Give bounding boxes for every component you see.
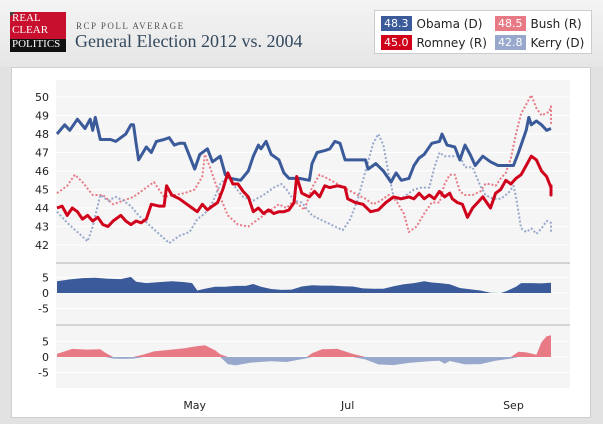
legend-label-romney: Romney (R) (416, 35, 487, 50)
legend-value-kerry: 42.8 (495, 35, 526, 50)
spread-2012-positive-area (57, 276, 551, 293)
legend-label-kerry: Kerry (D) (530, 35, 585, 50)
legend-value-bush: 48.5 (495, 16, 526, 31)
legend-item-kerry[interactable]: 42.8 Kerry (D) (495, 35, 584, 50)
rcp-logo[interactable]: REAL CLEAR POLITICS (10, 12, 66, 52)
y-tick-label: 49 (35, 110, 49, 123)
y-tick-label: -5 (38, 367, 49, 380)
x-tick-label: Jul (340, 399, 354, 412)
y-tick-label: 42 (35, 239, 49, 252)
y-tick-label: 44 (35, 202, 49, 215)
y-tick-label: 5 (42, 272, 49, 285)
chart-title: General Election 2012 vs. 2004 (75, 31, 303, 51)
chart-subtitle: RCP POLL AVERAGE (76, 21, 185, 31)
legend: 48.3 Obama (D) 48.5 Bush (R) 45.0 Romney… (374, 10, 592, 54)
header: REAL CLEAR POLITICS RCP POLL AVERAGE Gen… (0, 0, 603, 67)
logo-line-1: REAL (12, 12, 41, 24)
legend-item-obama[interactable]: 48.3 Obama (D) (381, 16, 482, 31)
spread-2004-positive-area (57, 333, 551, 357)
y-tick-label: 0 (42, 351, 49, 364)
series-line-romney (56, 154, 553, 228)
x-tick-label: May (183, 399, 206, 412)
y-tick-label: 50 (35, 91, 49, 104)
legend-item-bush[interactable]: 48.5 Bush (R) (495, 16, 582, 31)
legend-value-romney: 45.0 (381, 35, 412, 50)
spread-2004-negative-area (57, 357, 551, 366)
logo-line-2: CLEAR (12, 23, 49, 36)
y-tick-label: 47 (35, 147, 49, 160)
logo-red-block: REAL CLEAR (10, 12, 66, 39)
y-tick-label: 5 (42, 336, 49, 349)
y-tick-label: 46 (35, 165, 49, 178)
legend-value-obama: 48.3 (381, 16, 412, 31)
y-tick-label: 0 (42, 287, 49, 300)
x-tick-label: Sep (503, 399, 524, 412)
logo-line-3: POLITICS (10, 38, 66, 52)
series-line-bush (56, 94, 552, 233)
legend-item-romney[interactable]: 45.0 Romney (R) (381, 35, 487, 50)
legend-label-bush: Bush (R) (530, 16, 582, 31)
y-tick-label: 43 (35, 221, 49, 234)
series-line-obama (55, 115, 552, 184)
y-tick-label: 48 (35, 128, 49, 141)
y-tick-label: -5 (38, 303, 49, 316)
series-line-kerry (56, 133, 552, 245)
legend-label-obama: Obama (D) (416, 16, 483, 31)
y-tick-label: 45 (35, 184, 49, 197)
